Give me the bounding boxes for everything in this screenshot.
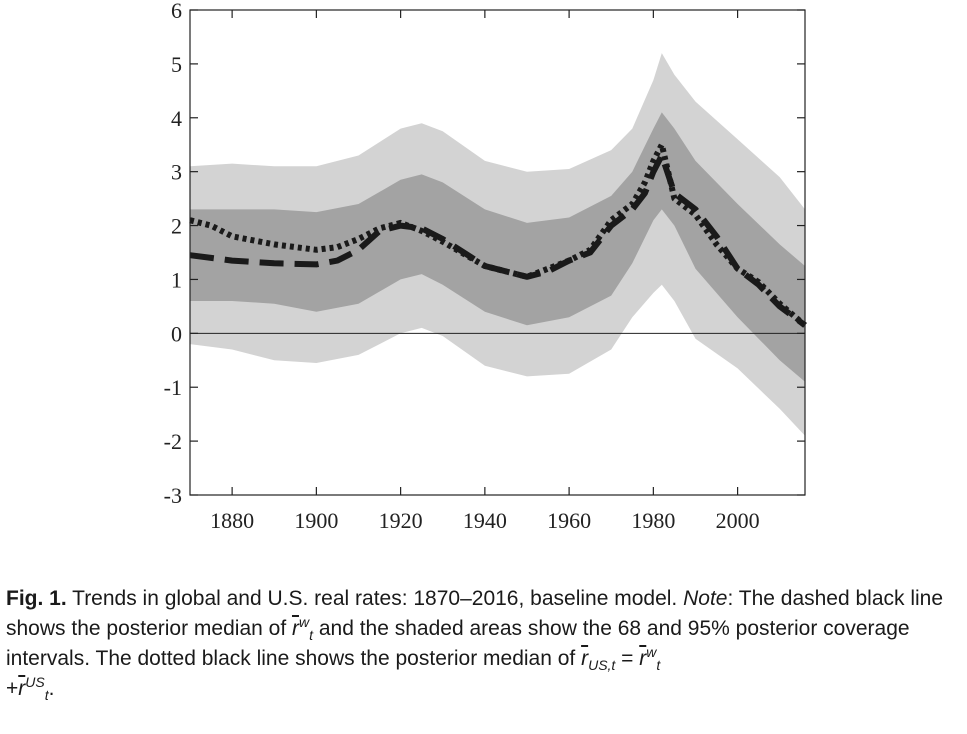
interval-bands (190, 53, 805, 436)
y-tick-label: 4 (171, 106, 182, 131)
y-tick-label: 1 (171, 267, 182, 292)
caption-text-1: : The dashed black line shows the poster… (6, 587, 944, 640)
note-label: Note (683, 587, 728, 610)
y-tick-label: 6 (171, 0, 182, 23)
x-tick-label: 2000 (716, 508, 760, 533)
y-tick-label: 3 (171, 160, 182, 185)
caption-equals: = (615, 647, 640, 670)
axes: 6 5 4 3 2 1 0 -1 -2 -3 1880 1900 1920 1940 1960 1980 200… (164, 0, 806, 533)
symbol-r-w-2: r (639, 647, 647, 670)
x-tick-label: 1980 (631, 508, 675, 533)
y-tick-label: 2 (171, 214, 182, 239)
x-tick-label: 1960 (547, 508, 591, 533)
figure-caption: Fig. 1. Trends in global and U.S. real r… (6, 584, 961, 704)
series-line-dashed (189, 152, 807, 328)
symbol-r-w-2-sub: t (656, 657, 661, 674)
caption-text-2: and the shaded areas show the 68 and 95%… (6, 617, 910, 670)
chart: 6 5 4 3 2 1 0 -1 -2 -3 1880 1900 1920 1940 1960 1980 200… (164, 0, 807, 533)
band-68 (190, 112, 805, 382)
symbol-r-us-sub: US,t (588, 657, 616, 674)
caption-title: Trends in global and U.S. real rates: 18… (66, 587, 684, 610)
y-tick-label: 0 (171, 321, 182, 346)
symbol-r-t-us-sup: US (25, 674, 45, 690)
y-tick-label: 5 (171, 52, 182, 77)
y-tick-label: -1 (164, 375, 182, 400)
plot-frame (189, 9, 806, 496)
series-lines (189, 141, 807, 328)
symbol-r-t-us: r (18, 677, 26, 700)
symbol-r-us: r (581, 647, 589, 670)
caption-end: . (48, 677, 55, 700)
symbol-r-w: r (291, 617, 299, 640)
symbol-r-w-2-sup: w (646, 644, 657, 660)
symbol-r-t-us-sub: t (44, 687, 49, 704)
caption-plus: + (6, 677, 19, 700)
x-tick-label: 1880 (210, 508, 254, 533)
figure-label: Fig. 1. (6, 587, 67, 610)
series-line-dotted (189, 141, 807, 328)
x-tick-label: 1900 (294, 508, 338, 533)
symbol-r-w-sup: w (298, 614, 310, 630)
y-tick-label: -3 (164, 483, 182, 508)
y-tick-label: -2 (164, 429, 182, 454)
x-tick-label: 1940 (463, 508, 507, 533)
symbol-r-w-sub: t (309, 627, 313, 644)
x-tick-label: 1920 (379, 508, 423, 533)
